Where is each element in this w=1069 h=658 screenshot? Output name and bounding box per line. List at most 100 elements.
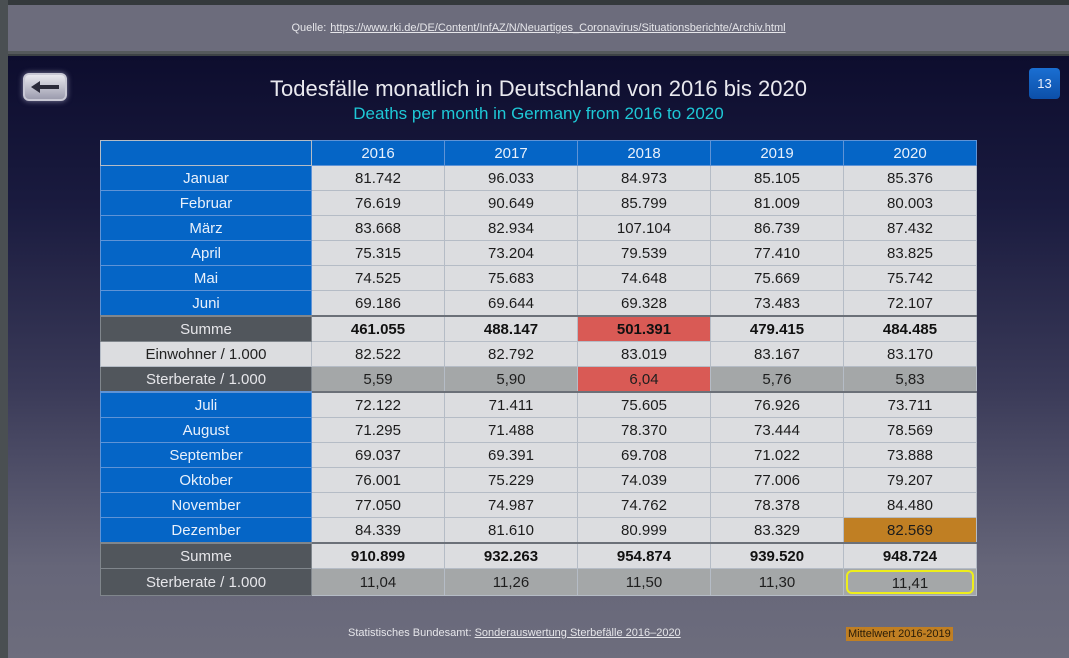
table-row-month: Mai 74.525 75.683 74.648 75.669 75.742 [100,265,977,291]
page-number-badge: 13 [1029,68,1060,99]
table-cell: 96.033 [444,165,578,191]
table-cell: 76.619 [311,190,445,216]
table-cell: 84.973 [577,165,711,191]
header-year: 2016 [311,140,445,166]
footer-source: Statistisches Bundesamt: Sonderauswertun… [348,627,681,639]
table-cell: 948.724 [843,542,977,569]
row-label: Juli [100,391,312,418]
table-cell: 75.605 [577,391,711,418]
header-corner [100,140,312,166]
table-row-month: August 71.295 71.488 78.370 73.444 78.569 [100,417,977,443]
table-cell: 81.610 [444,517,578,544]
header-year: 2017 [444,140,578,166]
row-label: Summe [100,542,312,569]
footer-label: Statistisches Bundesamt: [348,627,472,639]
table-cell: 5,90 [444,366,578,393]
table-row-month: Dezember 84.339 81.610 80.999 83.329 82.569 [100,517,977,544]
table-cell: 87.432 [843,215,977,241]
table-cell: 78.370 [577,417,711,443]
table-cell: 73.711 [843,391,977,418]
table-cell: 78.378 [710,492,844,518]
legend-mean: Mittelwert 2016-2019 [846,627,953,641]
deaths-table: 2016 2017 2018 2019 2020 Januar 81.742 96.033 8… [100,140,977,596]
table-cell: 11,41 [843,568,977,596]
table-cell: 83.170 [843,341,977,367]
table-cell: 84.480 [843,492,977,518]
table-cell: 77.006 [710,467,844,493]
table-cell: 71.022 [710,442,844,468]
table-cell: 82.934 [444,215,578,241]
table-cell: 107.104 [577,215,711,241]
slide-subtitle: Deaths per month in Germany from 2016 to… [353,104,724,123]
table-cell: 479.415 [710,315,844,342]
slide: 13 Todesfälle monatlich in Deutschland v… [8,56,1069,658]
table-cell: 83.825 [843,240,977,266]
table-cell: 75.315 [311,240,445,266]
table-cell: 85.799 [577,190,711,216]
table-cell: 83.019 [577,341,711,367]
footer-link[interactable]: Sonderauswertung Sterbefälle 2016–2020 [474,627,681,639]
table-cell: 5,83 [843,366,977,393]
table-cell: 75.742 [843,265,977,291]
window-left-edge [0,0,8,658]
table-cell: 78.569 [843,417,977,443]
table-cell: 73.483 [710,290,844,317]
table-cell: 82.792 [444,341,578,367]
table-row-sum: Summe 910.899 932.263 954.874 939.520 948.724 [100,542,977,569]
table-cell: 77.050 [311,492,445,518]
row-label: Mai [100,265,312,291]
table-cell: 83.668 [311,215,445,241]
table-cell: 69.037 [311,442,445,468]
header-year: 2020 [843,140,977,166]
table-header-row: 2016 2017 2018 2019 2020 [100,140,977,166]
table-cell: 488.147 [444,315,578,342]
table-cell: 11,26 [444,568,578,596]
table-row-population: Einwohner / 1.000 82.522 82.792 83.019 83.16… [100,341,977,367]
table-row-month: März 83.668 82.934 107.104 86.739 87.432 [100,215,977,241]
table-cell: 74.987 [444,492,578,518]
table-cell: 11,04 [311,568,445,596]
row-label: Summe [100,315,312,342]
highlight-circle: 11,41 [846,570,974,594]
slide-title: Todesfälle monatlich in Deutschland von … [270,76,807,101]
table-cell: 954.874 [577,542,711,569]
row-label: Oktober [100,467,312,493]
table-cell: 71.488 [444,417,578,443]
table-cell: 81.009 [710,190,844,216]
table-cell: 77.410 [710,240,844,266]
table-cell: 85.105 [710,165,844,191]
table-cell: 75.683 [444,265,578,291]
source-link[interactable]: https://www.rki.de/DE/Content/InfAZ/N/Ne… [330,22,786,34]
table-cell: 74.525 [311,265,445,291]
table-cell: 484.485 [843,315,977,342]
table-cell: 939.520 [710,542,844,569]
table-row-month: Februar 76.619 90.649 85.799 81.009 80.003 [100,190,977,216]
table-cell: 76.926 [710,391,844,418]
table-row-sum: Summe 461.055 488.147 501.391 479.415 484.485 [100,315,977,342]
row-label: September [100,442,312,468]
table-cell: 932.263 [444,542,578,569]
table-cell: 80.999 [577,517,711,544]
table-row-month: Januar 81.742 96.033 84.973 85.105 85.376 [100,165,977,191]
table-cell: 76.001 [311,467,445,493]
header-year: 2018 [577,140,711,166]
table-cell: 81.742 [311,165,445,191]
row-label: Einwohner / 1.000 [100,341,312,367]
table-cell: 75.229 [444,467,578,493]
table-cell: 11,50 [577,568,711,596]
table-row-month: Juli 72.122 71.411 75.605 76.926 73.711 [100,391,977,418]
table-cell: 74.039 [577,467,711,493]
table-cell: 69.186 [311,290,445,317]
source-bar: Quelle: https://www.rki.de/DE/Content/In… [8,5,1069,54]
table-cell: 79.539 [577,240,711,266]
table-cell: 11,30 [710,568,844,596]
table-cell: 69.708 [577,442,711,468]
table-cell: 73.204 [444,240,578,266]
table-cell: 461.055 [311,315,445,342]
table-cell: 6,04 [577,366,711,393]
table-row-rate: Sterberate / 1.000 5,59 5,90 6,04 5,76 5,83 [100,366,977,393]
row-label: November [100,492,312,518]
table-cell: 74.762 [577,492,711,518]
row-label: Sterberate / 1.000 [100,568,312,596]
back-button[interactable] [23,73,67,101]
